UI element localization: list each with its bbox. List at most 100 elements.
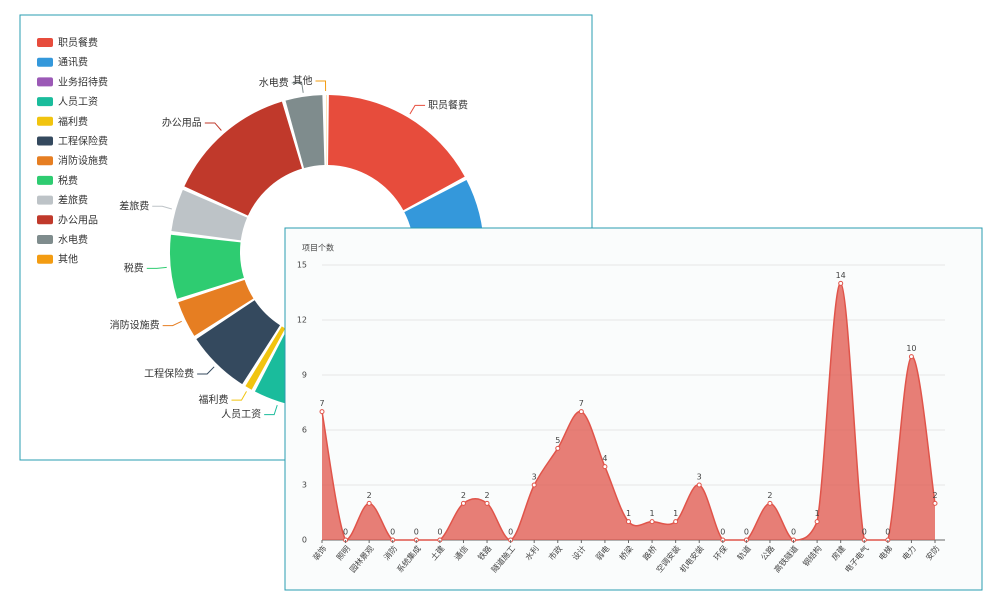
legend-swatch — [37, 215, 53, 225]
point — [555, 445, 561, 451]
pie-slice — [245, 326, 286, 390]
slice-label: 工程保险费 — [144, 367, 194, 380]
slice-label: 消防设施费 — [110, 319, 160, 332]
point — [696, 482, 702, 488]
legend-label: 其他 — [58, 253, 78, 266]
y-tick-label: 0 — [302, 536, 307, 545]
legend-label: 差旅费 — [58, 194, 88, 207]
point — [838, 280, 844, 286]
legend-label: 职员餐费 — [58, 36, 98, 49]
legend-swatch — [37, 195, 53, 205]
legend-label: 水电费 — [58, 233, 88, 246]
y-tick-label: 12 — [297, 316, 307, 325]
point — [673, 519, 679, 525]
point — [649, 519, 655, 525]
legend-label: 消防设施费 — [58, 154, 108, 167]
slice-label: 其他 — [293, 74, 313, 87]
value-label: 0 — [414, 528, 419, 537]
pie-slice — [285, 95, 325, 169]
legend-label: 人员工资 — [58, 96, 98, 108]
legend-swatch — [37, 77, 53, 87]
value-label: 7 — [319, 399, 324, 408]
value-label: 0 — [885, 528, 890, 537]
value-label: 2 — [767, 491, 772, 500]
label-leader — [146, 266, 167, 269]
legend-label: 业务招待费 — [58, 75, 108, 88]
legend-swatch — [37, 235, 53, 244]
point — [578, 409, 584, 415]
legend-swatch — [37, 254, 53, 264]
label-leader — [291, 82, 304, 93]
y-tick-label: 9 — [302, 371, 307, 380]
value-label: 14 — [836, 271, 846, 280]
pie-slice — [171, 189, 248, 241]
value-label: 0 — [744, 528, 749, 537]
value-label: 1 — [626, 509, 631, 518]
pie-slice — [184, 101, 303, 216]
label-leader — [315, 80, 327, 92]
value-label: 0 — [437, 528, 442, 537]
slice-label: 办公用品 — [162, 116, 202, 129]
value-label: 2 — [461, 491, 466, 500]
value-label: 0 — [720, 528, 725, 537]
value-label: 3 — [532, 473, 537, 482]
label-leader — [152, 205, 172, 210]
point — [319, 409, 325, 415]
legend-swatch — [37, 38, 53, 47]
value-label: 1 — [673, 509, 678, 518]
y-tick-label: 6 — [302, 426, 307, 435]
point — [531, 482, 537, 488]
value-label: 0 — [390, 528, 395, 537]
value-label: 2 — [932, 491, 937, 500]
slice-label: 职员餐费 — [428, 98, 468, 111]
pie-slice — [178, 279, 254, 336]
slice-label: 人员工资 — [221, 409, 261, 421]
legend-swatch — [37, 97, 53, 107]
value-label: 0 — [862, 528, 867, 537]
y-tick-label: 15 — [297, 261, 307, 270]
legend-swatch — [37, 156, 53, 166]
value-label: 1 — [815, 509, 820, 518]
legend-label: 工程保险费 — [58, 135, 108, 148]
slice-label: 福利费 — [199, 393, 229, 406]
y-tick-label: 3 — [302, 481, 307, 490]
slice-label: 水电费 — [259, 76, 289, 89]
legend-label: 办公用品 — [58, 213, 98, 226]
legend-swatch — [37, 136, 53, 146]
label-leader — [264, 404, 278, 416]
point — [767, 500, 773, 506]
value-label: 0 — [343, 528, 348, 537]
legend-swatch — [37, 175, 53, 185]
line — [321, 282, 936, 541]
area-panel: 项目个数036912157装饰0照明2园林景观0消防0系统集成0土建2通信2铁路… — [284, 227, 983, 591]
slice-label: 税费 — [124, 261, 144, 274]
point — [814, 519, 820, 525]
legend-label: 税费 — [58, 174, 78, 187]
point — [460, 500, 466, 506]
legend-label: 通讯费 — [58, 56, 88, 69]
point — [932, 500, 938, 506]
pie-slice — [328, 95, 465, 211]
point — [366, 500, 372, 506]
point — [908, 354, 914, 360]
label-leader — [204, 122, 222, 131]
pie-slice — [326, 95, 327, 166]
value-label: 0 — [791, 528, 796, 537]
label-leader — [162, 320, 182, 327]
y-axis-title: 项目个数 — [302, 243, 334, 253]
value-label: 1 — [650, 509, 655, 518]
value-label: 3 — [697, 473, 702, 482]
legend-swatch — [37, 57, 53, 67]
value-label: 2 — [484, 491, 489, 500]
point — [602, 464, 608, 470]
value-label: 5 — [555, 436, 560, 445]
value-label: 7 — [579, 399, 584, 408]
slice-label: 差旅费 — [119, 199, 149, 212]
pie-slice — [196, 300, 281, 385]
value-label: 10 — [906, 344, 916, 353]
legend-swatch — [37, 116, 53, 126]
label-leader — [409, 104, 426, 115]
pie-slice — [170, 234, 244, 299]
value-label: 4 — [602, 454, 607, 463]
